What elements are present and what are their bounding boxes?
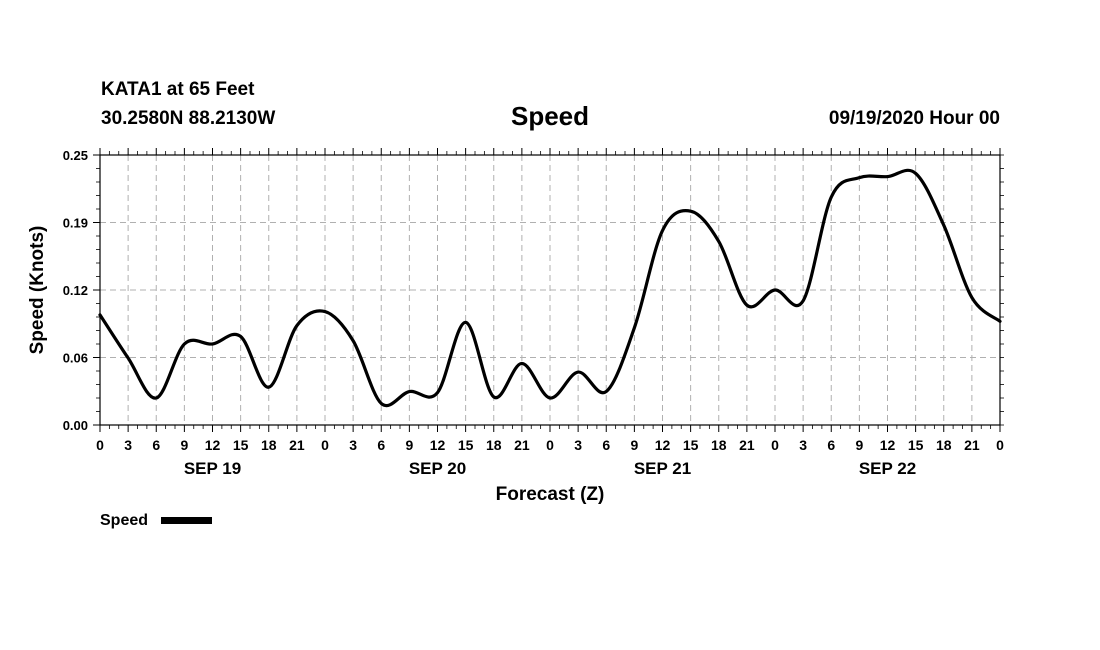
plot-frame bbox=[99, 154, 1001, 426]
x-tick-label: 21 bbox=[964, 437, 980, 453]
chart-title: Speed bbox=[511, 101, 589, 131]
x-tick-label: 9 bbox=[855, 437, 863, 453]
x-tick-label: 9 bbox=[405, 437, 413, 453]
y-tick-labels: 0.00 0.06 0.12 0.19 0.25 bbox=[63, 148, 88, 433]
y-tick-label: 0.00 bbox=[63, 418, 88, 433]
x-tick-label: 18 bbox=[936, 437, 952, 453]
x-tick-label: 3 bbox=[124, 437, 132, 453]
y-tick-label: 0.25 bbox=[63, 148, 88, 163]
x-tick-label: 6 bbox=[827, 437, 835, 453]
x-tick-label: 12 bbox=[655, 437, 671, 453]
y-axis-label: Speed (Knots) bbox=[27, 226, 48, 355]
x-tick-label: 9 bbox=[180, 437, 188, 453]
y-tick-label: 0.12 bbox=[63, 283, 88, 298]
x-tick-label: 0 bbox=[546, 437, 554, 453]
x-tick-label: 15 bbox=[683, 437, 699, 453]
day-labels: SEP 19 SEP 20 SEP 21 SEP 22 bbox=[184, 459, 916, 478]
day-label: SEP 20 bbox=[409, 459, 466, 478]
x-tick-label: 0 bbox=[96, 437, 104, 453]
x-tick-label: 12 bbox=[205, 437, 221, 453]
x-tick-label: 15 bbox=[233, 437, 249, 453]
x-tick-label: 18 bbox=[711, 437, 727, 453]
day-label: SEP 19 bbox=[184, 459, 241, 478]
day-label: SEP 22 bbox=[859, 459, 916, 478]
y-tick-label: 0.06 bbox=[63, 351, 88, 366]
x-tick-label: 18 bbox=[486, 437, 502, 453]
x-tick-label: 21 bbox=[514, 437, 530, 453]
x-tick-label: 21 bbox=[739, 437, 755, 453]
x-tick-label: 6 bbox=[602, 437, 610, 453]
legend-label: Speed bbox=[100, 512, 148, 529]
y-tick-label: 0.19 bbox=[63, 216, 88, 231]
x-tick-label: 6 bbox=[152, 437, 160, 453]
x-tick-label: 0 bbox=[771, 437, 779, 453]
x-tick-label: 18 bbox=[261, 437, 277, 453]
legend-swatch bbox=[161, 517, 212, 524]
x-tick-label: 15 bbox=[908, 437, 924, 453]
x-tick-label: 12 bbox=[430, 437, 446, 453]
x-tick-label: 3 bbox=[349, 437, 357, 453]
x-tick-label: 15 bbox=[458, 437, 474, 453]
station-label: KATA1 at 65 Feet bbox=[101, 79, 255, 100]
x-tick-label: 0 bbox=[321, 437, 329, 453]
coords-label: 30.2580N 88.2130W bbox=[101, 108, 275, 129]
speed-series-line bbox=[98, 168, 1002, 407]
x-tick-label: 3 bbox=[574, 437, 582, 453]
grid-lines bbox=[100, 155, 1000, 425]
x-tick-label: 0 bbox=[996, 437, 1004, 453]
day-label: SEP 21 bbox=[634, 459, 691, 478]
x-tick-labels: 0 3 6 9 12 15 18 21 0 3 6 9 12 15 18 21 0 3 6 9 12 15 18 21 0 3 6 9… bbox=[96, 437, 1004, 453]
x-tick-label: 21 bbox=[289, 437, 305, 453]
legend: Speed bbox=[100, 512, 212, 529]
date-label: 09/19/2020 Hour 00 bbox=[829, 108, 1000, 129]
x-tick-label: 9 bbox=[630, 437, 638, 453]
x-tick-label: 3 bbox=[799, 437, 807, 453]
x-axis-label: Forecast (Z) bbox=[496, 484, 605, 505]
x-tick-label: 12 bbox=[880, 437, 896, 453]
minor-ticks bbox=[93, 148, 1004, 432]
x-tick-label: 6 bbox=[377, 437, 385, 453]
